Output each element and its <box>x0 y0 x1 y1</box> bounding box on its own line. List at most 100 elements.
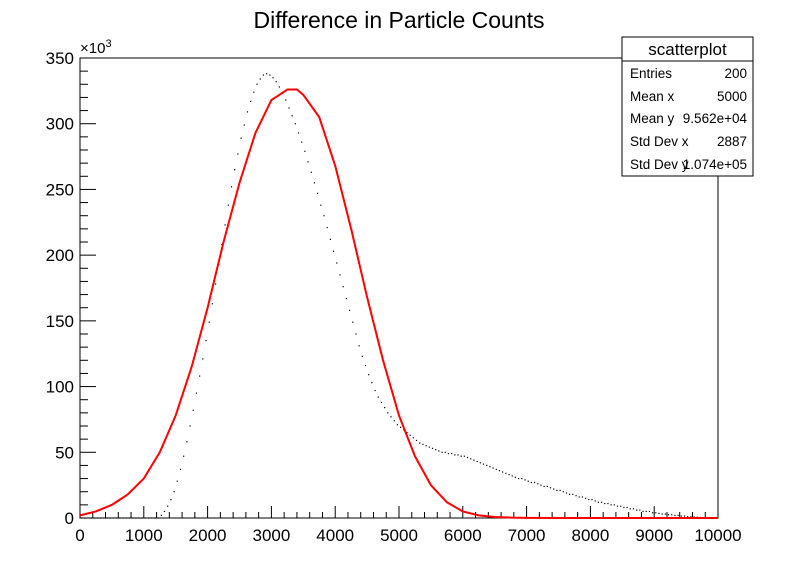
data-point <box>581 496 584 498</box>
x-tick-label: 8000 <box>571 526 609 545</box>
data-point <box>588 499 590 501</box>
data-point <box>399 426 402 428</box>
y-tick-label: 150 <box>46 312 74 331</box>
data-point <box>671 514 673 516</box>
data-point <box>125 517 127 519</box>
data-point <box>597 501 599 503</box>
data-point <box>167 505 169 507</box>
data-point <box>661 513 663 515</box>
x-tick-label: 1000 <box>125 526 163 545</box>
data-point <box>518 477 520 480</box>
data-point <box>642 510 644 513</box>
data-point <box>505 472 507 474</box>
stats-value-std-dev-x: 2887 <box>717 134 747 149</box>
data-point <box>607 502 609 505</box>
data-point <box>138 517 140 519</box>
data-point <box>409 434 411 436</box>
data-point <box>170 499 172 501</box>
data-point <box>415 439 418 442</box>
data-point <box>645 510 647 513</box>
data-point <box>240 137 242 139</box>
data-point <box>591 499 593 501</box>
data-point <box>323 215 325 217</box>
data-point <box>368 374 370 376</box>
data-point <box>132 517 134 519</box>
stats-box: scatterplot Entries 200 Mean x 5000 Mean… <box>621 36 754 177</box>
data-point <box>294 123 296 125</box>
data-point <box>693 516 695 518</box>
data-point <box>256 83 258 85</box>
data-point <box>623 506 625 509</box>
data-point <box>441 451 443 453</box>
data-point <box>438 450 440 452</box>
y-multiplier-base: ×10 <box>80 40 105 57</box>
data-point <box>183 455 185 457</box>
data-point <box>466 456 469 459</box>
data-point <box>253 91 255 93</box>
data-point <box>687 516 689 518</box>
data-point <box>406 431 408 434</box>
stats-label-std-dev-y: Std Dev y <box>630 157 689 172</box>
data-point <box>396 424 399 426</box>
data-point <box>451 453 453 455</box>
data-point <box>412 437 414 439</box>
data-point <box>610 504 612 506</box>
stats-value-mean-y: 9.562e+04 <box>683 111 748 126</box>
y-tick-label: 350 <box>46 49 74 68</box>
data-point <box>100 517 102 519</box>
data-point <box>122 517 124 519</box>
data-point <box>317 192 319 194</box>
stats-value-std-dev-y: 1.074e+05 <box>683 157 747 172</box>
data-point <box>237 153 239 155</box>
data-point <box>431 447 434 449</box>
data-point <box>629 508 631 510</box>
data-point <box>288 107 290 109</box>
x-axis-ticks <box>79 506 719 518</box>
data-point <box>479 462 481 464</box>
x-tick-label: 2000 <box>189 526 227 545</box>
data-point <box>262 74 265 76</box>
data-point <box>93 517 95 519</box>
data-point <box>374 389 376 392</box>
data-point <box>664 513 666 515</box>
data-point <box>80 517 83 519</box>
fit-curve <box>79 88 718 519</box>
data-point <box>393 420 395 422</box>
data-point <box>384 407 386 409</box>
data-point <box>578 496 580 498</box>
data-point <box>202 358 204 360</box>
data-point <box>154 517 156 519</box>
data-point <box>454 454 456 456</box>
data-point <box>537 483 539 485</box>
data-point <box>674 514 676 516</box>
data-point <box>473 459 475 461</box>
data-point <box>310 171 312 173</box>
data-point <box>540 484 542 486</box>
data-point <box>307 161 309 163</box>
data-point <box>492 467 494 469</box>
data-point <box>103 517 105 519</box>
data-point <box>495 468 497 470</box>
data-point <box>371 382 373 384</box>
x-axis-tick-labels: 0 1000 2000 3000 4000 5000 6000 7000 8000 9000 100… <box>75 526 741 545</box>
data-point <box>514 476 517 478</box>
data-point <box>195 392 198 394</box>
y-tick-label: 0 <box>65 509 74 528</box>
data-point <box>613 504 615 506</box>
data-point <box>508 474 510 476</box>
data-point <box>112 517 115 519</box>
data-point <box>116 517 118 519</box>
data-point <box>680 515 682 517</box>
stats-box-title: scatterplot <box>648 40 727 59</box>
data-point <box>192 409 194 411</box>
data-point <box>476 460 478 463</box>
y-axis-tick-labels: 0 50 100 150 200 250 300 350 <box>46 49 74 528</box>
data-point <box>486 464 488 467</box>
data-point <box>489 466 491 468</box>
data-point <box>135 517 137 519</box>
data-point <box>297 132 300 134</box>
data-point <box>227 204 229 206</box>
data-point <box>620 505 622 507</box>
data-point <box>482 463 485 465</box>
data-point <box>176 480 178 482</box>
